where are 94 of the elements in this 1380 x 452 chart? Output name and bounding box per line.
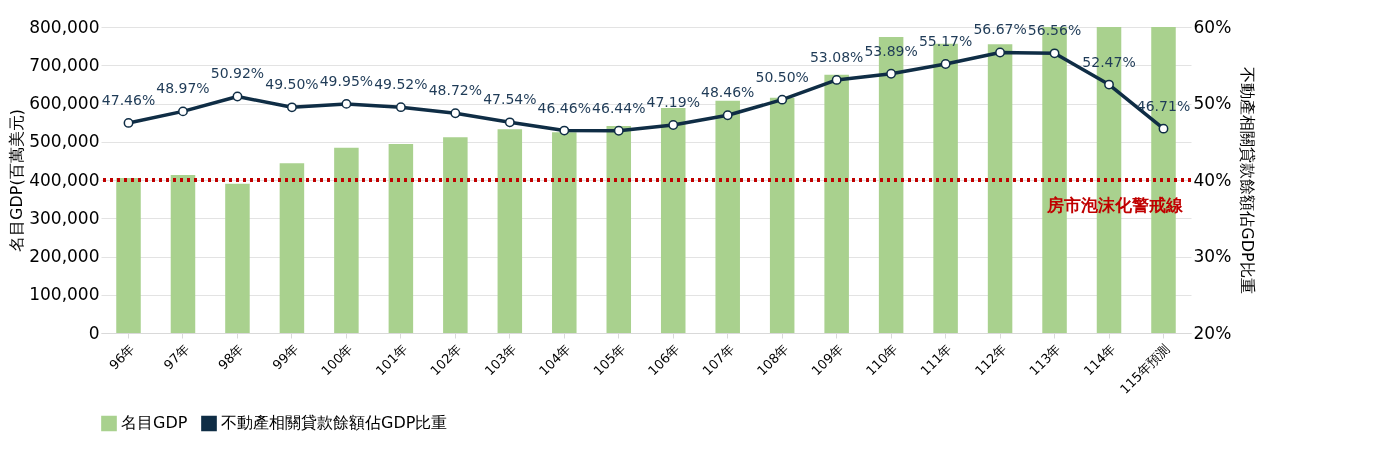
y-tick-label: 500,000 [29,131,100,152]
x-tick-label: 103年 [481,341,520,379]
x-tick-label: 109年 [808,341,846,379]
x-tick-label: 113年 [1026,341,1064,379]
point [613,125,624,136]
ref-line-label: 房市泡沫化警戒線 [1046,195,1184,215]
x-tick-label: 98年 [215,341,247,373]
bar [824,74,849,333]
data-label: 48.97% [156,80,210,97]
bar [334,147,359,333]
point [178,106,188,117]
data-label: 56.67% [973,21,1027,38]
x-tick-label: 97年 [160,341,193,373]
y-tick-label: 300,000 [29,207,100,228]
y-tick-label: 400,000 [29,169,100,190]
y-tick-label: 800,000 [29,16,100,37]
data-label: 46.46% [537,99,591,116]
y-axis-title: 名目GDP(百萬美元) [7,109,27,252]
bar [606,126,632,333]
x-tick-label: 96年 [106,341,138,373]
point [341,98,352,109]
y-tick-label: 100,000 [29,284,100,305]
bar [987,44,1013,333]
data-label: 50.92% [210,65,265,82]
y-tick-label: 600,000 [29,93,100,113]
point [395,102,406,113]
point [504,117,515,128]
data-label: 52.47% [1082,53,1136,70]
x-tick-label: 104年 [536,341,574,379]
y2-tick-label: 30% [1193,246,1232,266]
x-tick-label: 101年 [372,341,411,379]
data-label: 46.71% [1136,97,1191,114]
bar [225,183,250,333]
data-label: 49.95% [319,72,374,89]
point [722,110,733,121]
x-tick-label: 102年 [427,341,465,379]
data-label: 53.08% [809,48,864,65]
point [940,59,951,69]
legend-label: 名目GDP [121,413,188,433]
bar [769,97,795,333]
y-tick-label: 200,000 [29,246,100,266]
bar [388,144,414,333]
bar [116,178,141,333]
x-tick-label: 107年 [699,341,737,379]
point [995,47,1006,58]
y-tick-label: 0 [88,322,100,343]
x-tick-label: 110年 [862,341,901,379]
data-label: 55.17% [918,32,973,49]
bar [552,132,577,333]
x-tick-label: 106年 [645,341,683,379]
data-label: 46.44% [592,99,646,116]
point [559,125,570,136]
point [232,91,243,102]
point [668,120,679,130]
data-label: 47.19% [646,94,700,110]
point [1158,123,1169,134]
bar [715,100,740,333]
y2-tick-label: 60% [1193,16,1232,37]
data-label: 53.89% [864,42,918,59]
x-tick-label: 112年 [971,341,1010,379]
point [886,68,897,79]
x-tick-label: 115年預測 [1116,341,1173,397]
point [286,102,297,113]
point [1049,48,1060,59]
legend-label: 不動產相關貸款餘額佔GDP比重 [221,413,448,433]
data-label: 47.46% [101,91,156,108]
bar [660,108,686,333]
data-label: 49.52% [374,76,428,93]
data-label: 48.72% [428,82,483,99]
point [450,108,461,119]
data-label: 49.50% [265,76,319,93]
x-tick-label: 99年 [269,341,302,373]
data-label: 48.46% [701,84,755,101]
data-label: 56.56% [1027,22,1082,39]
data-label: 47.54% [483,91,537,108]
bar [443,137,468,333]
point [777,94,788,105]
y2-axis-title: 不動產相關貸款餘額佔GDP比重 [1238,67,1258,294]
point [123,118,134,128]
point [1104,79,1114,90]
y2-tick-label: 40% [1193,169,1232,190]
x-tick-label: 114年 [1080,341,1119,379]
bar [497,129,523,333]
x-tick-label: 108年 [754,341,792,379]
x-tick-label: 105年 [590,341,628,379]
y-tick-label: 700,000 [29,54,100,75]
data-label: 50.50% [755,68,809,85]
bar [170,175,196,333]
y2-tick-label: 50% [1193,93,1232,113]
y2-tick-label: 20% [1193,322,1232,343]
bar [279,163,305,333]
x-tick-label: 100年 [318,341,356,379]
point [831,75,842,85]
x-tick-label: 111年 [917,341,955,379]
